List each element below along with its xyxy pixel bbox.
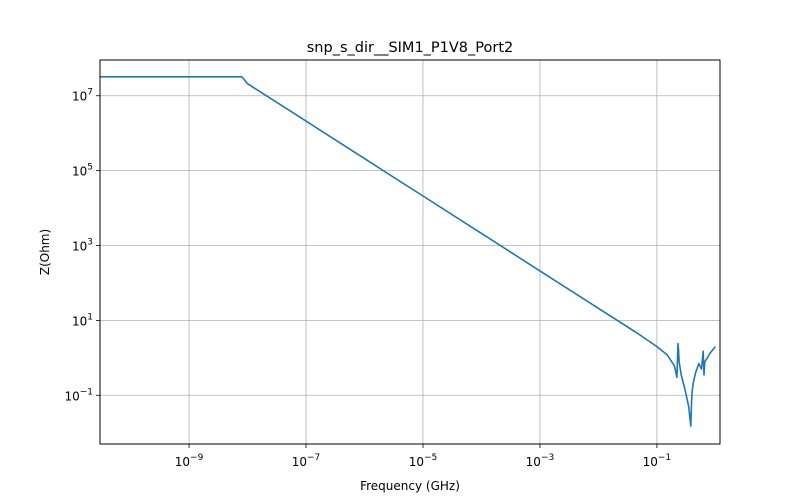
y-tick-label: 10−1 [64,387,93,403]
x-tick-label: 10−1 [643,453,672,469]
chart-title: snp_s_dir__SIM1_P1V8_Port2 [307,40,514,56]
x-tick-label: 10−5 [409,453,438,469]
axes-frame [99,59,721,445]
impedance-series-line [100,76,717,427]
ticks: 10−9 10−7 10−5 10−3 10−1 107 105 103 101 10−1 [64,88,671,469]
x-axis-label: Frequency (GHz) [360,479,460,493]
x-tick-label: 10−9 [175,453,204,469]
x-tick-label: 10−3 [526,453,555,469]
y-axis-label: Z(Ohm) [38,229,52,275]
plot-area [100,76,717,427]
y-tick-label: 107 [72,88,93,104]
y-tick-label: 103 [72,238,93,254]
x-tick-label: 10−7 [292,453,321,469]
y-tick-label: 101 [72,312,93,328]
y-tick-label: 105 [72,163,93,179]
